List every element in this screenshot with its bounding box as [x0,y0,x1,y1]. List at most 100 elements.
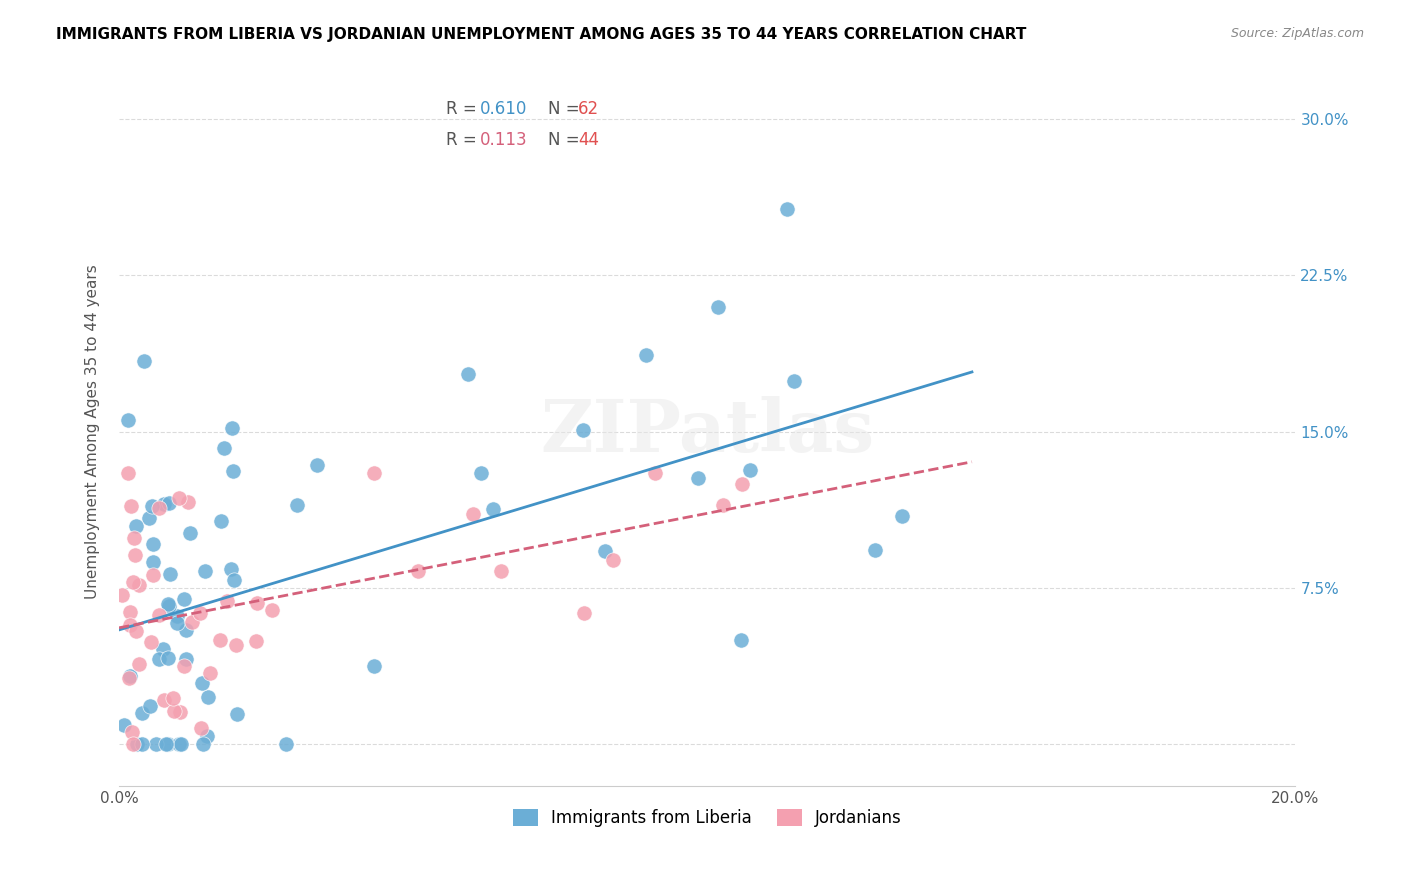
Point [162,691,184,706]
Point [125,737,148,751]
Point [148,501,170,516]
Point [224,573,246,587]
Point [711,498,734,512]
Point [262,603,284,617]
Point [169,705,191,719]
Point [305,458,328,473]
Point [225,638,247,652]
Text: 44: 44 [578,131,599,149]
Y-axis label: Unemployment Among Ages 35 to 44 years: Unemployment Among Ages 35 to 44 years [86,264,100,599]
Point [152,693,174,707]
Text: 62: 62 [578,100,599,119]
Point [740,463,762,477]
Point [197,690,219,704]
Point [706,300,728,314]
Point [219,562,242,576]
Point [246,596,269,610]
Point [156,737,179,751]
Point [128,657,150,671]
Point [111,588,134,602]
Point [145,737,167,751]
Point [139,635,162,649]
Point [285,499,308,513]
Point [191,676,214,690]
Point [148,607,170,622]
Point [776,202,799,216]
Point [363,467,385,481]
Point [174,624,197,638]
Point [198,666,221,681]
Point [122,574,145,589]
Point [226,707,249,722]
Point [482,502,505,516]
Point [406,564,429,578]
Point [121,725,143,739]
Point [188,606,211,620]
Point [125,624,148,638]
Point [155,737,177,751]
Point [131,706,153,720]
Text: Source: ZipAtlas.com: Source: ZipAtlas.com [1230,27,1364,40]
Point [602,553,624,567]
Point [138,511,160,525]
Point [157,651,180,665]
Point [221,421,243,435]
Point [191,737,214,751]
Text: 0.113: 0.113 [481,131,527,149]
Point [167,737,190,751]
Point [212,442,235,456]
Text: N =: N = [548,100,585,119]
Point [117,467,139,481]
Point [195,730,218,744]
Point [141,499,163,513]
Point [891,509,914,524]
Point [217,594,239,608]
Point [157,496,180,510]
Point [142,555,165,569]
Point [153,497,176,511]
Point [117,412,139,426]
Point [173,658,195,673]
Point [152,642,174,657]
Point [470,466,492,480]
Point [190,721,212,735]
Point [159,566,181,581]
Point [179,526,201,541]
Text: ZIPatlas: ZIPatlas [540,396,875,467]
Point [181,615,204,629]
Point [157,599,180,613]
Text: IMMIGRANTS FROM LIBERIA VS JORDANIAN UNEMPLOYMENT AMONG AGES 35 TO 44 YEARS CORR: IMMIGRANTS FROM LIBERIA VS JORDANIAN UNE… [56,27,1026,42]
Point [156,598,179,612]
Point [572,423,595,437]
Text: 0.610: 0.610 [481,100,527,119]
Text: N =: N = [548,131,585,149]
Point [783,375,806,389]
Point [120,605,142,619]
Point [131,737,153,751]
Point [489,564,512,578]
Point [128,577,150,591]
Point [114,717,136,731]
Point [644,467,666,481]
Point [163,704,186,718]
Point [120,499,142,513]
Point [125,519,148,533]
Point [118,671,141,685]
Point [363,659,385,673]
Legend: Immigrants from Liberia, Jordanians: Immigrants from Liberia, Jordanians [506,803,908,834]
Point [209,514,232,528]
Point [124,548,146,562]
Point [461,508,484,522]
Point [863,543,886,558]
Point [208,632,231,647]
Point [636,348,658,362]
Point [174,652,197,666]
Point [167,491,190,506]
Point [731,477,754,491]
Point [122,737,145,751]
Point [142,537,165,551]
Point [173,592,195,607]
Point [122,531,145,545]
Point [245,633,267,648]
Text: R =: R = [446,100,482,119]
